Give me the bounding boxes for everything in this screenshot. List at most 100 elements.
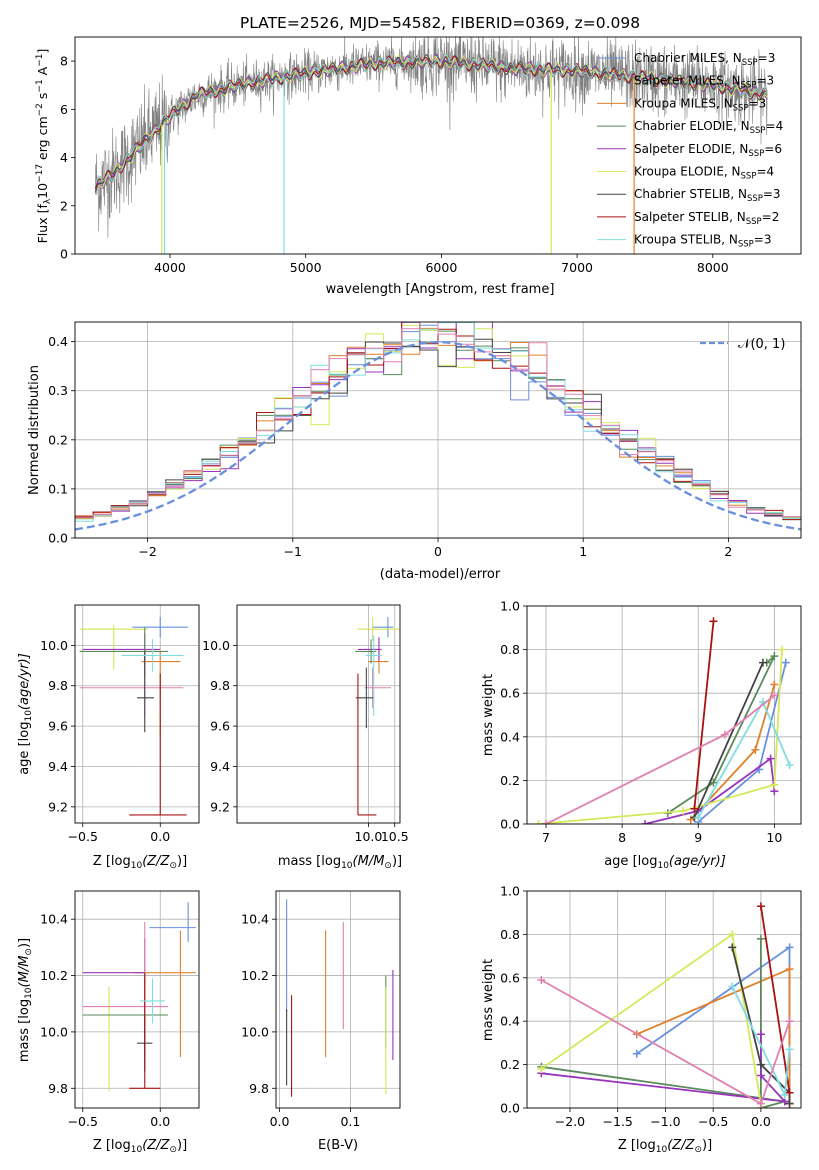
x-tick-label: 8 bbox=[618, 830, 626, 845]
x-tick-label: 8000 bbox=[697, 260, 729, 275]
y-tick-label: 10.4 bbox=[241, 912, 269, 927]
x-tick-label: −0.5 bbox=[68, 1114, 98, 1129]
y-tick-label: 6 bbox=[60, 102, 68, 117]
weight-marker bbox=[785, 943, 794, 952]
axes-frame bbox=[236, 604, 401, 824]
legend-label: 𝒩(0, 1) bbox=[738, 337, 785, 352]
y-tick-label: 9.2 bbox=[210, 799, 230, 814]
y-tick-label: 0.4 bbox=[500, 1014, 520, 1029]
y-tick-label: 10.0 bbox=[241, 1024, 269, 1039]
gaussian-curve bbox=[75, 341, 801, 531]
plot-area bbox=[75, 322, 801, 538]
y-tick-label: 1.0 bbox=[500, 884, 520, 899]
axes-frame bbox=[74, 604, 200, 824]
weight-marker bbox=[542, 820, 551, 824]
plot-area bbox=[355, 617, 399, 816]
x-tick-label: −1 bbox=[284, 544, 302, 559]
y-tick-label: 9.6 bbox=[210, 719, 230, 734]
y-axis-label: age [log10(age/yr)] bbox=[17, 653, 34, 775]
y-axis-label: Flux [fλ10−17 erg cm−2 s−1 A−1] bbox=[35, 49, 53, 244]
age-vs-metallicity-panel: −0.5 0.0 9.2 9.4 9.6 9.8 10.0 Z [log10(Z/Z⊙)] ag… bbox=[17, 604, 200, 871]
y-tick-label: 9.6 bbox=[48, 719, 68, 734]
x-axis-label: E(B-V) bbox=[318, 1138, 358, 1153]
y-axis-label: mass [log10(M/M⊙)] bbox=[17, 938, 34, 1062]
weight-marker bbox=[690, 804, 699, 813]
weight-marker bbox=[770, 680, 779, 689]
y-tick-label: 0.1 bbox=[48, 481, 68, 496]
mass-vs-metallicity-panel: −0.5 0.0 9.8 10.0 10.2 10.4 Z [log10(Z/Z⊙)] mas… bbox=[17, 890, 200, 1155]
x-tick-label: −2.0 bbox=[555, 1114, 585, 1129]
y-tick-label: 10.0 bbox=[40, 1024, 68, 1039]
weight-line bbox=[731, 947, 791, 1104]
x-tick-label: −0.5 bbox=[68, 829, 98, 844]
weight-marker bbox=[679, 806, 688, 815]
x-tick-label: 4000 bbox=[154, 260, 186, 275]
y-tick-label: 10.2 bbox=[241, 968, 269, 983]
axes-frame bbox=[526, 605, 802, 825]
weight-marker bbox=[766, 754, 775, 763]
weight-marker bbox=[537, 1064, 546, 1073]
weight-marker bbox=[728, 982, 737, 991]
weight-marker bbox=[756, 934, 765, 943]
weight-line bbox=[541, 938, 786, 1108]
y-axis-label: mass weight bbox=[481, 959, 496, 1041]
model-spectrum bbox=[94, 53, 768, 186]
y-tick-label: 0.6 bbox=[500, 686, 520, 701]
y-tick-label: 9.8 bbox=[48, 1081, 68, 1096]
y-tick-label: 0.4 bbox=[500, 729, 520, 744]
x-tick-label: −2 bbox=[138, 544, 156, 559]
x-tick-label: 0.0 bbox=[150, 1114, 170, 1129]
legend-label: Kroupa MILES, NSSP=3 bbox=[634, 96, 766, 113]
weight-marker bbox=[756, 1060, 765, 1069]
y-tick-label: 0.3 bbox=[48, 383, 68, 398]
y-tick-label: 0.4 bbox=[48, 334, 68, 349]
figure-title: PLATE=2526, MJD=54582, FIBERID=0369, z=0… bbox=[240, 14, 640, 32]
model-spectrum bbox=[94, 54, 768, 193]
x-tick-label: 9 bbox=[694, 830, 702, 845]
weight-marker bbox=[709, 617, 718, 626]
x-tick-label: 10 bbox=[766, 830, 782, 845]
x-axis-label: (data-model)/error bbox=[380, 567, 501, 582]
y-tick-label: 0 bbox=[60, 247, 68, 262]
x-tick-label: 0 bbox=[434, 544, 442, 559]
weight-marker bbox=[632, 1049, 641, 1058]
weight-line bbox=[693, 662, 764, 818]
y-tick-label: 0.8 bbox=[500, 927, 520, 942]
weight-marker bbox=[780, 1090, 789, 1099]
x-tick-label: 0.1 bbox=[340, 1114, 360, 1129]
plot-area bbox=[286, 899, 394, 1097]
x-axis-label: Z [log10(Z/Z⊙)] bbox=[93, 854, 187, 871]
weight-marker bbox=[537, 975, 546, 984]
weight-marker bbox=[785, 1017, 794, 1026]
x-axis-label: mass [log10(M/M⊙)] bbox=[278, 854, 402, 871]
weight-marker bbox=[770, 691, 779, 700]
y-axis-label: mass weight bbox=[481, 674, 496, 756]
weight-marker bbox=[756, 902, 765, 911]
y-tick-label: 8 bbox=[60, 54, 68, 69]
y-tick-label: 0.2 bbox=[500, 1057, 520, 1072]
y-tick-label: 0.0 bbox=[500, 817, 520, 832]
spectrum-panel: 4000 5000 6000 7000 8000 0 2 4 6 8 Chabrier MILES,… bbox=[35, 36, 802, 297]
legend-label: Salpeter ELODIE, NSSP=6 bbox=[634, 142, 782, 159]
x-tick-label: −0.5 bbox=[698, 1114, 728, 1129]
x-tick-label: 0.0 bbox=[150, 829, 170, 844]
weight-marker bbox=[756, 1099, 765, 1108]
model-spectrum bbox=[95, 53, 768, 189]
y-tick-label: 9.4 bbox=[210, 759, 230, 774]
plot-area bbox=[94, 37, 768, 254]
x-axis-label: wavelength [Angstrom, rest frame] bbox=[326, 282, 555, 297]
mass-vs-ebv-panel: 0.0 0.1 9.8 10.0 10.2 10.4 E(B-V) bbox=[241, 890, 401, 1153]
weight-marker bbox=[728, 943, 737, 952]
y-tick-label: 4 bbox=[60, 150, 68, 165]
weight-marker bbox=[534, 820, 543, 824]
weight-marker bbox=[756, 1071, 765, 1080]
x-axis-label: Z [log10(Z/Z⊙)] bbox=[93, 1138, 187, 1155]
x-tick-label: 7 bbox=[542, 830, 550, 845]
legend-label: Chabrier ELODIE, NSSP=4 bbox=[634, 119, 783, 136]
weight-vs-age-panel: 7 8 9 10 0.0 0.2 0.4 0.6 0.8 1.0 age [log10(age/yr… bbox=[481, 599, 802, 871]
x-tick-label: −1.0 bbox=[650, 1114, 680, 1129]
x-tick-label: 6000 bbox=[425, 260, 457, 275]
y-tick-label: 10.0 bbox=[40, 638, 68, 653]
weight-line bbox=[760, 906, 791, 1093]
